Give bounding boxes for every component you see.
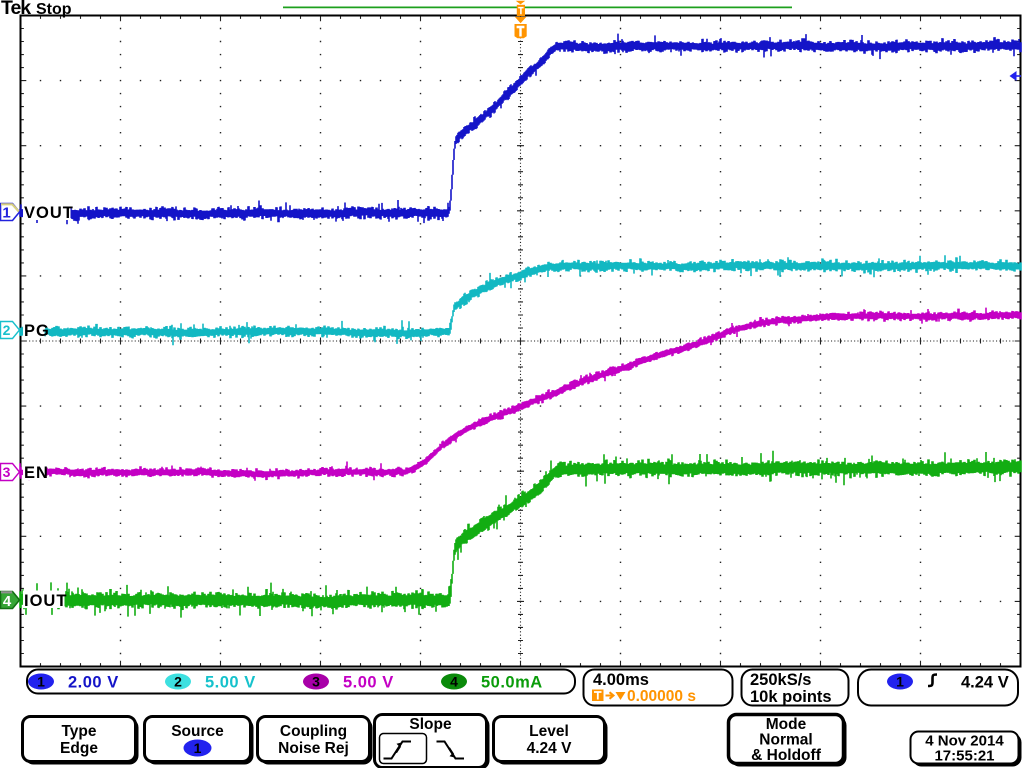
svg-text:Level: Level	[529, 723, 569, 740]
svg-text:17:55:21: 17:55:21	[934, 747, 994, 764]
svg-text:Coupling: Coupling	[280, 723, 347, 740]
svg-text:1: 1	[2, 205, 10, 222]
svg-text:2: 2	[174, 674, 182, 690]
svg-text:5.00 V: 5.00 V	[343, 674, 394, 692]
svg-text:PG: PG	[24, 322, 50, 340]
svg-text:EN: EN	[24, 464, 49, 482]
svg-text:VOUT: VOUT	[24, 204, 74, 222]
svg-text:IOUT: IOUT	[24, 592, 67, 610]
svg-text:3: 3	[3, 464, 11, 480]
svg-text:5.00 V: 5.00 V	[205, 674, 256, 692]
svg-text:Stop: Stop	[36, 1, 72, 18]
svg-text:Edge: Edge	[60, 740, 98, 757]
svg-text:50.0mA: 50.0mA	[481, 674, 543, 692]
svg-text:10k points: 10k points	[750, 688, 832, 706]
svg-text:2.00 V: 2.00 V	[68, 674, 119, 692]
svg-text:4.00ms: 4.00ms	[593, 671, 649, 689]
svg-text:Type: Type	[61, 723, 96, 740]
svg-text:1: 1	[194, 740, 202, 756]
svg-text:Mode: Mode	[766, 716, 807, 733]
svg-text:Normal: Normal	[759, 732, 812, 749]
svg-text:2: 2	[3, 322, 11, 338]
svg-text:Source: Source	[171, 723, 224, 740]
svg-text:3: 3	[312, 674, 320, 690]
svg-text:0.00000 s: 0.00000 s	[627, 688, 696, 705]
svg-text:250kS/s: 250kS/s	[750, 671, 811, 689]
svg-text:& Holdoff: & Holdoff	[751, 747, 822, 764]
svg-text:4 Nov 2014: 4 Nov 2014	[925, 732, 1004, 749]
svg-text:1: 1	[896, 674, 904, 690]
svg-text:Tek: Tek	[1, 0, 31, 19]
svg-text:4: 4	[3, 593, 12, 610]
svg-text:4.24 V: 4.24 V	[527, 740, 572, 757]
svg-text:4: 4	[450, 674, 458, 690]
svg-text:Noise Rej: Noise Rej	[278, 740, 349, 757]
svg-text:4.24 V: 4.24 V	[961, 674, 1009, 692]
svg-text:Slope: Slope	[409, 716, 452, 733]
svg-text:1: 1	[37, 674, 45, 690]
